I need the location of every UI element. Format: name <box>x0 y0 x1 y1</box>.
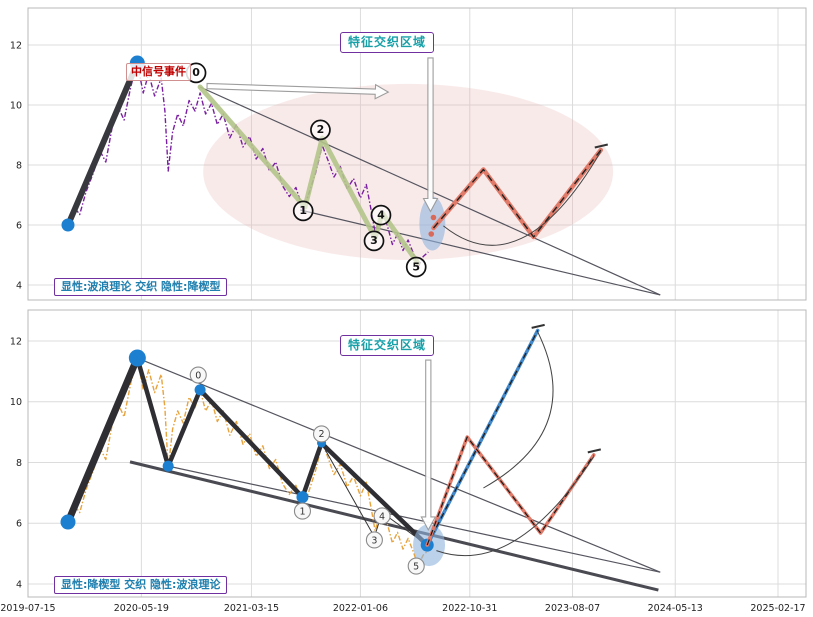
svg-text:1: 1 <box>299 204 307 217</box>
svg-text:5: 5 <box>413 561 419 572</box>
svg-text:2024-05-13: 2024-05-13 <box>648 603 703 614</box>
svg-text:4: 4 <box>16 280 22 291</box>
svg-text:12: 12 <box>10 40 22 51</box>
svg-text:3: 3 <box>371 535 377 546</box>
svg-text:2: 2 <box>317 123 325 136</box>
svg-text:6: 6 <box>16 519 22 530</box>
svg-text:2021-03-15: 2021-03-15 <box>224 603 279 614</box>
svg-text:5: 5 <box>412 260 420 273</box>
svg-text:0: 0 <box>195 370 201 381</box>
svg-text:2: 2 <box>319 429 325 440</box>
svg-text:2022-10-31: 2022-10-31 <box>442 603 497 614</box>
svg-text:12: 12 <box>10 336 22 347</box>
svg-text:2022-01-06: 2022-01-06 <box>333 603 388 614</box>
svg-text:2020-05-19: 2020-05-19 <box>114 603 169 614</box>
svg-text:4: 4 <box>16 579 22 590</box>
legend-top: 显性:波浪理论 交织 隐性:降楔型 <box>54 278 228 296</box>
event-label: 中信号事件 <box>126 63 191 81</box>
region-label-bottom: 特征交织区域 <box>340 335 435 356</box>
region-label-top: 特征交织区域 <box>340 32 435 53</box>
svg-text:3: 3 <box>370 234 378 247</box>
svg-text:2023-08-07: 2023-08-07 <box>545 603 600 614</box>
svg-text:8: 8 <box>16 458 22 469</box>
svg-text:10: 10 <box>10 100 22 111</box>
svg-text:1: 1 <box>299 506 305 517</box>
svg-text:0: 0 <box>192 66 200 79</box>
svg-text:4: 4 <box>379 511 385 522</box>
svg-text:6: 6 <box>16 220 22 231</box>
svg-text:8: 8 <box>16 160 22 171</box>
svg-text:2019-07-15: 2019-07-15 <box>0 603 55 614</box>
svg-text:4: 4 <box>377 208 385 221</box>
legend-bottom: 显性:降楔型 交织 隐性:波浪理论 <box>54 576 228 594</box>
svg-text:2025-02-17: 2025-02-17 <box>750 603 805 614</box>
svg-text:10: 10 <box>10 397 22 408</box>
